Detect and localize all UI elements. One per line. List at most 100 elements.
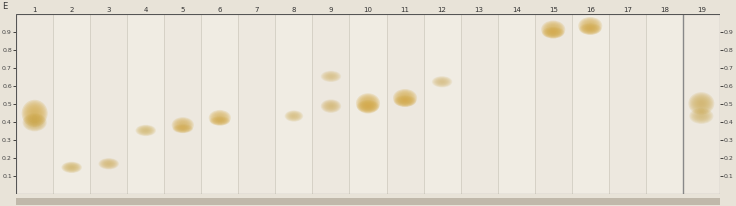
Ellipse shape bbox=[361, 97, 375, 110]
Bar bbox=[461, 14, 498, 194]
Bar bbox=[386, 14, 423, 194]
Ellipse shape bbox=[401, 95, 409, 101]
Ellipse shape bbox=[321, 71, 342, 82]
Ellipse shape bbox=[581, 19, 600, 33]
Ellipse shape bbox=[177, 126, 188, 131]
Ellipse shape bbox=[696, 113, 707, 119]
Ellipse shape bbox=[25, 115, 44, 130]
Ellipse shape bbox=[24, 102, 45, 124]
Text: E: E bbox=[2, 2, 7, 11]
Ellipse shape bbox=[213, 118, 226, 124]
Ellipse shape bbox=[99, 159, 118, 169]
Ellipse shape bbox=[214, 114, 226, 122]
Ellipse shape bbox=[321, 99, 342, 113]
Ellipse shape bbox=[325, 102, 337, 110]
Ellipse shape bbox=[141, 128, 151, 133]
Ellipse shape bbox=[397, 92, 414, 104]
Bar bbox=[53, 14, 91, 194]
Ellipse shape bbox=[690, 108, 713, 124]
Ellipse shape bbox=[324, 101, 339, 111]
Ellipse shape bbox=[541, 21, 565, 39]
Ellipse shape bbox=[543, 22, 563, 37]
Ellipse shape bbox=[23, 101, 46, 126]
Bar bbox=[16, 198, 720, 205]
Ellipse shape bbox=[548, 26, 559, 33]
Ellipse shape bbox=[62, 162, 82, 173]
Ellipse shape bbox=[693, 110, 710, 122]
Ellipse shape bbox=[139, 127, 152, 134]
Ellipse shape bbox=[542, 21, 564, 38]
Ellipse shape bbox=[398, 98, 412, 105]
Ellipse shape bbox=[28, 118, 41, 127]
Ellipse shape bbox=[215, 114, 224, 121]
Ellipse shape bbox=[548, 30, 558, 35]
Ellipse shape bbox=[688, 92, 715, 115]
Ellipse shape bbox=[322, 72, 339, 81]
Ellipse shape bbox=[210, 116, 230, 125]
Ellipse shape bbox=[695, 97, 708, 109]
Ellipse shape bbox=[212, 112, 228, 123]
Ellipse shape bbox=[286, 111, 302, 121]
Ellipse shape bbox=[363, 104, 373, 109]
Ellipse shape bbox=[174, 119, 192, 131]
Ellipse shape bbox=[177, 126, 189, 131]
Ellipse shape bbox=[432, 76, 452, 87]
Ellipse shape bbox=[545, 24, 561, 35]
Ellipse shape bbox=[394, 90, 416, 106]
Ellipse shape bbox=[357, 100, 379, 113]
Ellipse shape bbox=[434, 77, 450, 86]
Ellipse shape bbox=[584, 26, 597, 33]
Ellipse shape bbox=[579, 18, 601, 34]
Ellipse shape bbox=[286, 111, 302, 121]
Ellipse shape bbox=[358, 101, 378, 112]
Ellipse shape bbox=[544, 28, 562, 37]
Ellipse shape bbox=[545, 23, 562, 36]
Ellipse shape bbox=[694, 111, 709, 121]
Ellipse shape bbox=[357, 94, 379, 113]
Ellipse shape bbox=[394, 95, 416, 107]
Ellipse shape bbox=[324, 72, 339, 80]
Ellipse shape bbox=[285, 110, 303, 122]
Ellipse shape bbox=[289, 112, 300, 119]
Ellipse shape bbox=[690, 109, 712, 123]
Ellipse shape bbox=[99, 158, 119, 169]
Ellipse shape bbox=[546, 29, 560, 36]
Ellipse shape bbox=[393, 89, 417, 107]
Ellipse shape bbox=[697, 100, 706, 107]
Ellipse shape bbox=[213, 118, 227, 124]
Ellipse shape bbox=[176, 120, 190, 130]
Ellipse shape bbox=[396, 97, 414, 106]
Ellipse shape bbox=[287, 112, 300, 120]
Ellipse shape bbox=[66, 164, 77, 170]
Ellipse shape bbox=[400, 94, 410, 102]
Ellipse shape bbox=[175, 119, 191, 131]
Ellipse shape bbox=[325, 73, 336, 79]
Ellipse shape bbox=[435, 78, 450, 86]
Ellipse shape bbox=[209, 110, 231, 126]
Ellipse shape bbox=[358, 95, 378, 112]
Bar bbox=[275, 14, 313, 194]
Bar bbox=[498, 14, 534, 194]
Ellipse shape bbox=[548, 30, 559, 36]
Bar bbox=[16, 14, 53, 194]
Ellipse shape bbox=[364, 100, 372, 107]
Ellipse shape bbox=[141, 128, 150, 133]
Ellipse shape bbox=[173, 124, 193, 133]
Bar bbox=[645, 14, 683, 194]
Ellipse shape bbox=[581, 25, 599, 34]
Ellipse shape bbox=[585, 27, 595, 32]
Ellipse shape bbox=[63, 162, 81, 172]
Bar bbox=[91, 14, 127, 194]
Ellipse shape bbox=[365, 101, 371, 106]
Ellipse shape bbox=[696, 98, 707, 108]
Ellipse shape bbox=[213, 113, 227, 123]
Ellipse shape bbox=[103, 161, 114, 167]
Ellipse shape bbox=[29, 108, 40, 119]
Ellipse shape bbox=[31, 119, 39, 125]
Bar bbox=[202, 14, 238, 194]
Ellipse shape bbox=[100, 159, 117, 168]
Ellipse shape bbox=[32, 110, 38, 117]
Ellipse shape bbox=[322, 100, 340, 112]
Ellipse shape bbox=[26, 105, 43, 122]
Ellipse shape bbox=[583, 20, 598, 32]
